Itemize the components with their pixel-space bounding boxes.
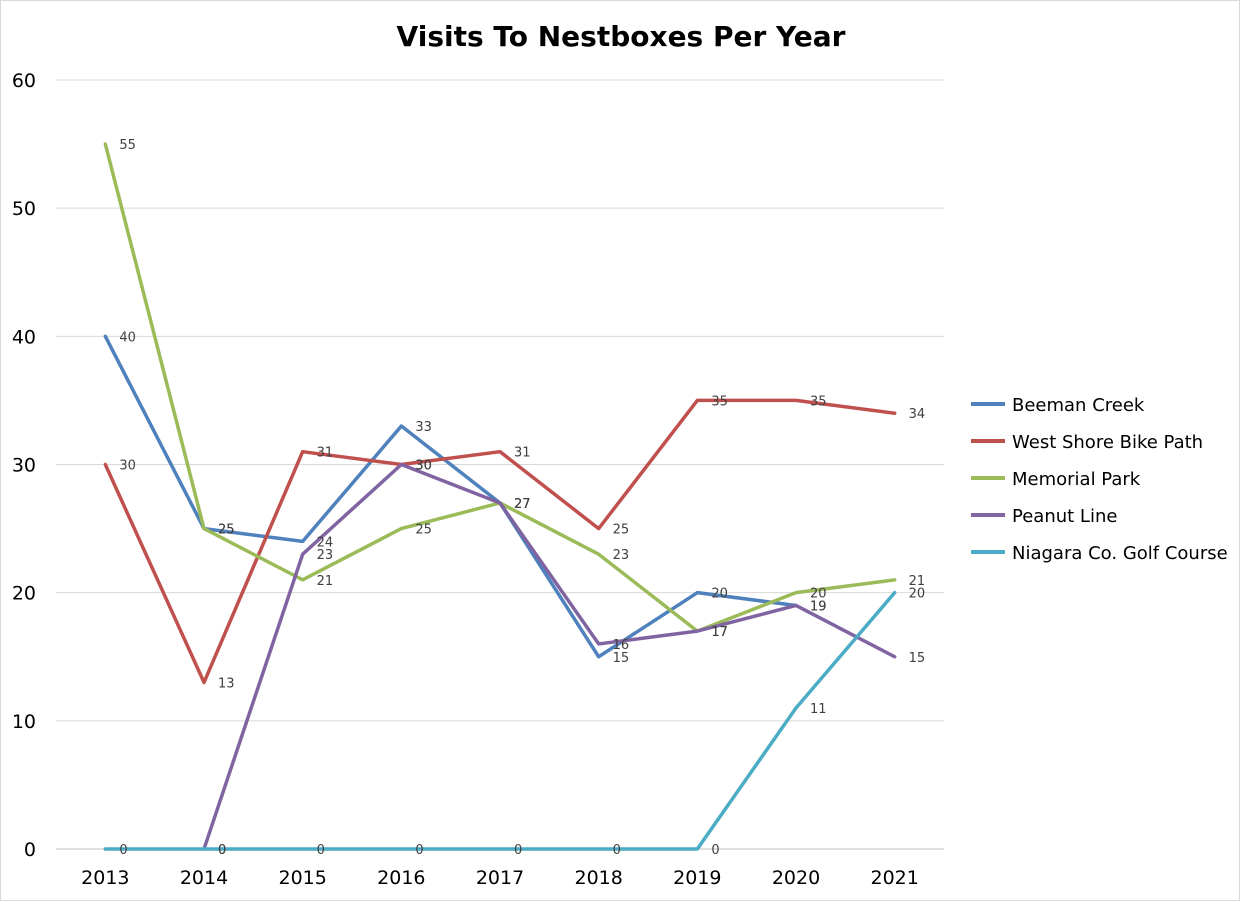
x-tick-label: 2015 (278, 867, 326, 889)
data-label: 55 (119, 138, 136, 153)
data-label: 17 (711, 625, 728, 640)
data-label: 0 (317, 843, 325, 858)
data-label: 27 (514, 497, 531, 512)
data-label: 31 (317, 446, 334, 461)
data-label: 25 (218, 523, 235, 538)
data-label: 20 (909, 587, 926, 602)
legend-label: Niagara Co. Golf Course (1012, 543, 1228, 564)
chart-title: Visits To Nestboxes Per Year (397, 20, 846, 53)
data-label: 23 (613, 548, 630, 563)
x-tick-label: 2021 (870, 867, 918, 889)
data-label: 0 (711, 843, 719, 858)
data-label: 30 (119, 459, 136, 474)
data-label: 0 (514, 843, 522, 858)
x-tick-label: 2017 (476, 867, 524, 889)
data-label: 0 (119, 843, 127, 858)
data-label: 0 (613, 843, 621, 858)
data-label: 11 (810, 702, 827, 717)
data-label: 19 (810, 599, 827, 614)
data-label: 35 (711, 394, 728, 409)
x-tick-label: 2019 (673, 867, 721, 889)
y-tick-label: 0 (24, 839, 36, 861)
data-label: 30 (415, 459, 432, 474)
series-line-west-shore-bike-path (103, 398, 897, 685)
data-label: 0 (218, 843, 226, 858)
data-label: 13 (218, 676, 235, 691)
data-label: 20 (810, 587, 827, 602)
data-label: 15 (613, 651, 630, 666)
data-label: 15 (909, 651, 926, 666)
data-label: 21 (317, 574, 334, 589)
y-tick-label: 10 (12, 711, 36, 733)
y-tick-label: 30 (12, 455, 36, 477)
data-label: 17 (711, 625, 728, 640)
series-line-memorial-park (103, 142, 897, 633)
y-tick-label: 50 (12, 198, 36, 220)
gridlines (56, 79, 944, 850)
series-line-beeman-creek (103, 334, 798, 659)
data-label: 34 (909, 407, 926, 422)
legend-label: Beeman Creek (1012, 395, 1145, 416)
data-label: 0 (415, 843, 423, 858)
data-label: 16 (613, 638, 630, 653)
data-label: 31 (514, 446, 531, 461)
data-label: 21 (909, 574, 926, 589)
data-label: 30 (415, 459, 432, 474)
x-tick-label: 2014 (180, 867, 228, 889)
x-tick-label: 2020 (772, 867, 820, 889)
data-label: 35 (810, 394, 827, 409)
data-label: 25 (415, 523, 432, 538)
y-tick-label: 60 (12, 70, 36, 92)
legend-label: West Shore Bike Path (1012, 432, 1203, 453)
y-tick-label: 40 (12, 326, 36, 348)
data-label: 27 (514, 497, 531, 512)
data-label: 40 (119, 330, 136, 345)
data-label: 20 (711, 587, 728, 602)
x-tick-label: 2013 (81, 867, 129, 889)
legend-label: Memorial Park (1012, 469, 1141, 490)
x-tick-label: 2016 (377, 867, 425, 889)
legend: Beeman Creek West Shore Bike Path Memorial… (971, 395, 1228, 564)
legend-label: Peanut Line (1012, 506, 1117, 527)
series-line-niagara-co-golf-course (103, 590, 897, 851)
x-axis-ticks: 2013 2014 2015 2016 2017 2018 2019 2020 2021 (81, 867, 919, 889)
data-label: 23 (317, 548, 334, 563)
x-tick-label: 2018 (574, 867, 622, 889)
data-label: 25 (613, 523, 630, 538)
y-axis-ticks: 0 10 20 30 40 50 60 (12, 70, 36, 861)
y-tick-label: 20 (12, 583, 36, 605)
data-label: 24 (317, 535, 334, 550)
data-label: 27 (514, 497, 531, 512)
data-label: 0 (218, 843, 226, 858)
data-label: 19 (810, 599, 827, 614)
series-line-peanut-line (202, 462, 897, 851)
data-label: 25 (218, 523, 235, 538)
data-label: 33 (415, 420, 432, 435)
series-lines (103, 142, 897, 851)
